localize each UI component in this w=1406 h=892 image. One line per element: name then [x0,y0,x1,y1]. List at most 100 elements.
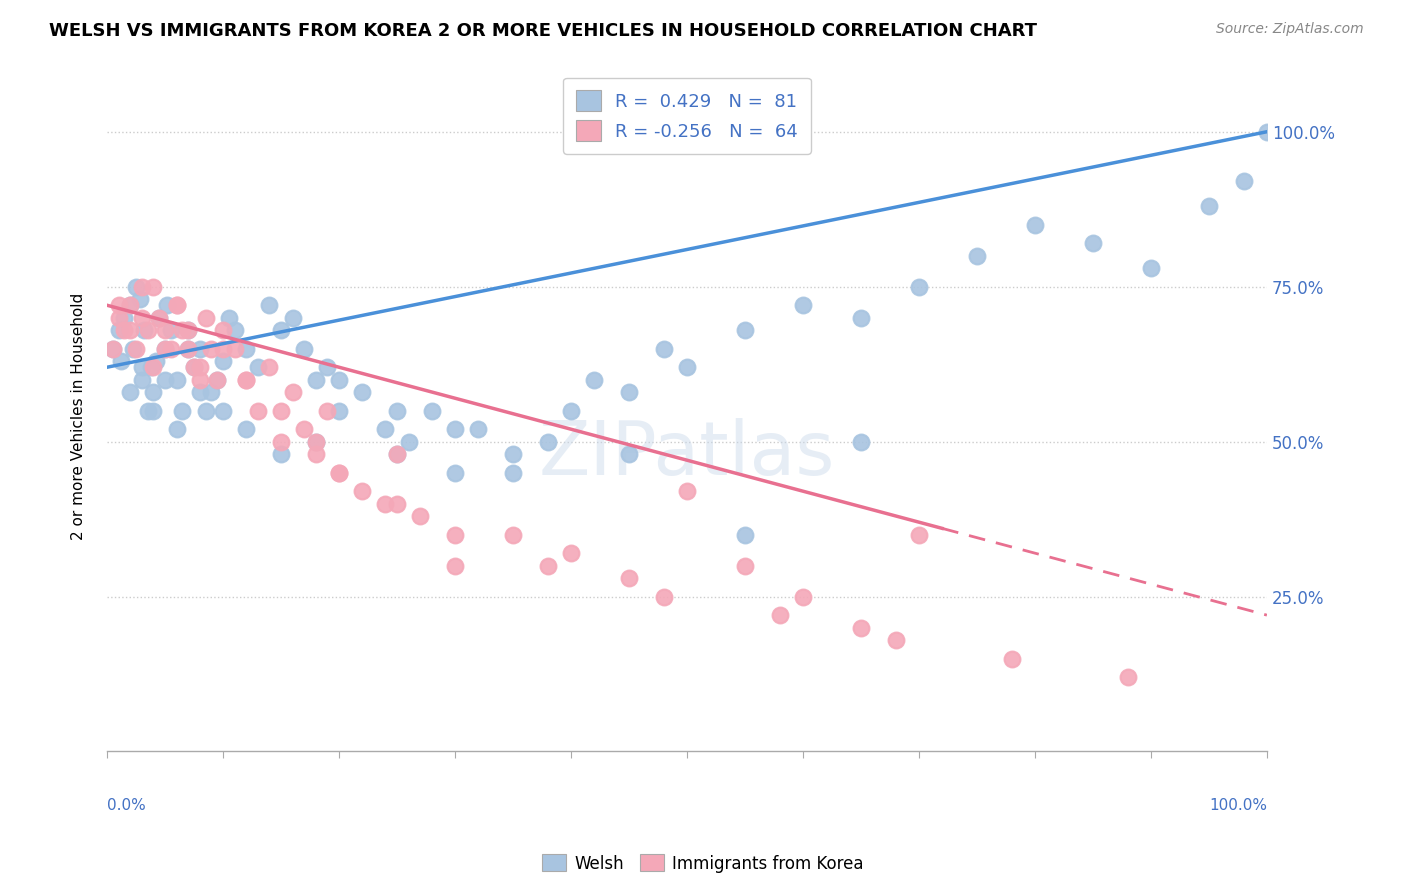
Point [908,279,931,293]
Point [160,323,183,337]
Point [246,360,269,375]
Point [444,422,467,436]
Point [200,342,222,356]
Point [792,590,814,604]
Point [166,298,188,312]
Point [270,447,292,461]
Point [224,323,246,337]
Point [259,298,281,312]
Point [849,621,872,635]
Point [177,323,200,337]
Point [148,310,170,325]
Point [246,403,269,417]
Point [136,403,159,417]
Point [172,403,194,417]
Point [270,323,292,337]
Point [212,342,235,356]
Point [1116,670,1139,684]
Point [328,466,350,480]
Point [177,323,200,337]
Point [235,342,257,356]
Point [1198,199,1220,213]
Point [305,434,328,449]
Point [328,373,350,387]
Point [224,342,246,356]
Point [120,384,142,399]
Point [110,354,132,368]
Point [131,360,153,375]
Point [153,342,176,356]
Point [328,403,350,417]
Point [1256,125,1278,139]
Point [1024,218,1046,232]
Point [131,310,153,325]
Point [153,342,176,356]
Point [166,422,188,436]
Point [328,466,350,480]
Point [141,360,163,375]
Point [128,292,150,306]
Point [966,249,988,263]
Point [107,323,129,337]
Point [200,384,222,399]
Y-axis label: 2 or more Vehicles in Household: 2 or more Vehicles in Household [72,293,86,541]
Point [160,342,183,356]
Point [792,298,814,312]
Point [734,527,756,541]
Point [188,342,211,356]
Point [652,342,675,356]
Point [769,608,792,623]
Point [120,298,142,312]
Point [270,403,292,417]
Point [153,323,176,337]
Point [292,422,315,436]
Point [207,373,229,387]
Point [420,403,443,417]
Text: WELSH VS IMMIGRANTS FROM KOREA 2 OR MORE VEHICLES IN HOUSEHOLD CORRELATION CHART: WELSH VS IMMIGRANTS FROM KOREA 2 OR MORE… [49,22,1038,40]
Point [385,497,408,511]
Point [235,373,257,387]
Point [849,434,872,449]
Point [207,373,229,387]
Point [305,373,328,387]
Point [444,466,467,480]
Point [142,360,165,375]
Point [166,373,188,387]
Point [374,497,396,511]
Point [385,403,408,417]
Point [617,447,640,461]
Point [125,279,148,293]
Point [142,384,165,399]
Point [385,447,408,461]
Point [444,527,467,541]
Point [502,527,524,541]
Point [114,310,136,325]
Point [142,403,165,417]
Point [352,484,374,499]
Text: 0.0%: 0.0% [107,798,146,814]
Point [444,558,467,573]
Point [560,546,582,560]
Point [188,373,211,387]
Point [734,558,756,573]
Point [281,384,304,399]
Point [502,466,524,480]
Point [259,360,281,375]
Point [218,310,240,325]
Point [235,373,257,387]
Point [270,434,292,449]
Point [849,310,872,325]
Point [385,447,408,461]
Point [1233,174,1256,188]
Point [145,354,167,368]
Point [172,323,194,337]
Point [212,354,235,368]
Point [156,298,179,312]
Point [148,310,170,325]
Point [177,342,200,356]
Point [183,360,205,375]
Point [676,360,699,375]
Point [560,403,582,417]
Point [1001,651,1024,665]
Point [316,403,339,417]
